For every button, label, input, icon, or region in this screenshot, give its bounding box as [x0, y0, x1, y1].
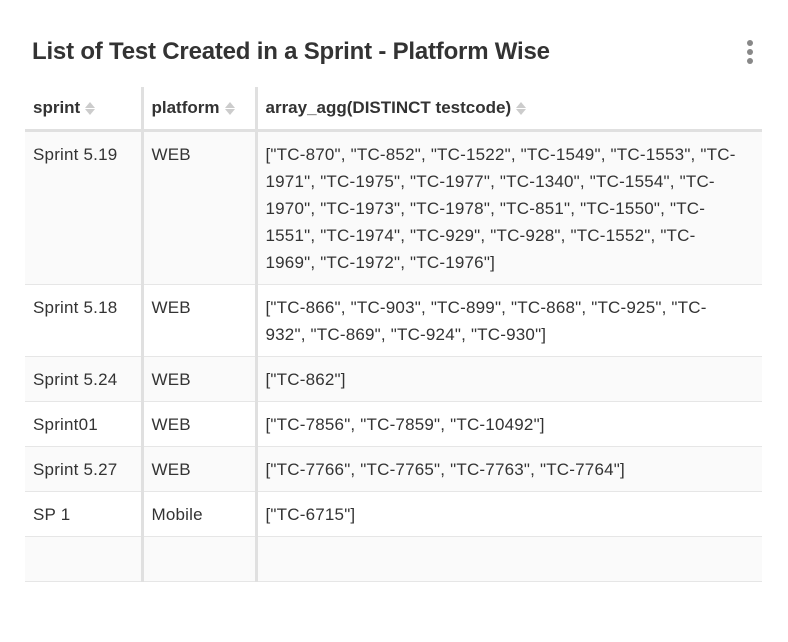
table-row: Sprint01 WEB ["TC-7856", "TC-7859", "TC-10…: [25, 401, 762, 447]
more-vertical-icon[interactable]: [744, 40, 756, 68]
table-row: Sprint 5.19 WEB ["TC-870", "TC-852", "TC-1…: [25, 130, 762, 285]
header-row: sprint platform array_agg(DISTINCT testc…: [25, 87, 762, 132]
sprint-cell: Sprint 5.19: [25, 130, 142, 285]
sprint-cell: Sprint 5.24: [25, 356, 142, 402]
sort-icon[interactable]: [85, 102, 96, 116]
empty-cell: [140, 536, 256, 582]
table-row: Sprint 5.27 WEB ["TC-7766", "TC-7765", "TC…: [25, 446, 762, 492]
results-table: sprint platform array_agg(DISTINCT testc…: [25, 87, 762, 582]
empty-cell: [254, 536, 762, 582]
testcodes-cell: ["TC-866", "TC-903", "TC-899", "TC-868",…: [254, 284, 762, 357]
testcodes-cell: ["TC-7856", "TC-7859", "TC-10492"]: [254, 401, 762, 447]
sprint-cell: SP 1: [25, 491, 142, 537]
testcodes-cell: ["TC-870", "TC-852", "TC-1522", "TC-1549…: [254, 130, 762, 285]
platform-cell: Mobile: [140, 491, 256, 537]
platform-cell: WEB: [140, 284, 256, 357]
platform-cell: WEB: [140, 356, 256, 402]
table-row: Sprint 5.18 WEB ["TC-866", "TC-903", "TC-8…: [25, 284, 762, 357]
sort-icon[interactable]: [224, 102, 235, 116]
column-header-platform[interactable]: platform: [140, 87, 256, 132]
chart-title: List of Test Created in a Sprint - Platf…: [32, 38, 550, 65]
testcodes-cell: ["TC-7766", "TC-7765", "TC-7763", "TC-77…: [254, 446, 762, 492]
sprint-cell: Sprint 5.27: [25, 446, 142, 492]
platform-cell: WEB: [140, 130, 256, 285]
platform-cell: WEB: [140, 446, 256, 492]
column-header-sprint[interactable]: sprint: [25, 87, 142, 132]
testcodes-cell: ["TC-862"]: [254, 356, 762, 402]
platform-cell: WEB: [140, 401, 256, 447]
column-header-testcodes[interactable]: array_agg(DISTINCT testcode): [254, 87, 762, 132]
table-row: [25, 536, 762, 582]
results-table-container[interactable]: sprint platform array_agg(DISTINCT testc…: [25, 87, 762, 617]
testcodes-cell: ["TC-6715"]: [254, 491, 762, 537]
sprint-cell: Sprint01: [25, 401, 142, 447]
empty-cell: [25, 536, 142, 582]
table-row: SP 1 Mobile ["TC-6715"]: [25, 491, 762, 537]
sprint-cell: Sprint 5.18: [25, 284, 142, 357]
table-row: Sprint 5.24 WEB ["TC-862"]: [25, 356, 762, 402]
sort-icon[interactable]: [516, 102, 527, 116]
